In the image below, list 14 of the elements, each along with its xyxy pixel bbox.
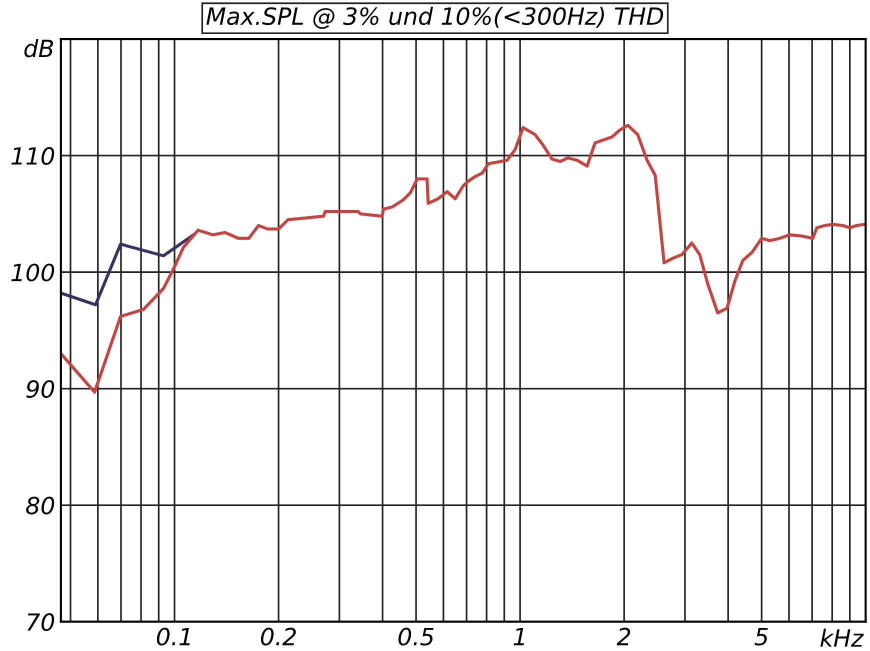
y-tick-label: 100 [11, 264, 54, 282]
y-axis-title: dB [24, 39, 54, 58]
x-axis-title: kHz [820, 628, 864, 647]
x-tick-label: 2 [616, 628, 630, 646]
y-tick-label: 90 [26, 380, 54, 398]
y-tick-label: 110 [11, 147, 54, 165]
chart-title: Max.SPL @ 3% und 10%(<300Hz) THD [206, 6, 664, 29]
x-tick-label: 1 [514, 628, 524, 646]
x-tick-label: 0.2 [260, 628, 296, 646]
y-tick-label: 80 [26, 496, 54, 514]
x-tick-label: 5 [754, 628, 768, 646]
x-tick-label: 0.1 [156, 628, 190, 646]
y-tick-label: 70 [27, 613, 54, 632]
x-tick-label: 0.5 [398, 628, 434, 646]
